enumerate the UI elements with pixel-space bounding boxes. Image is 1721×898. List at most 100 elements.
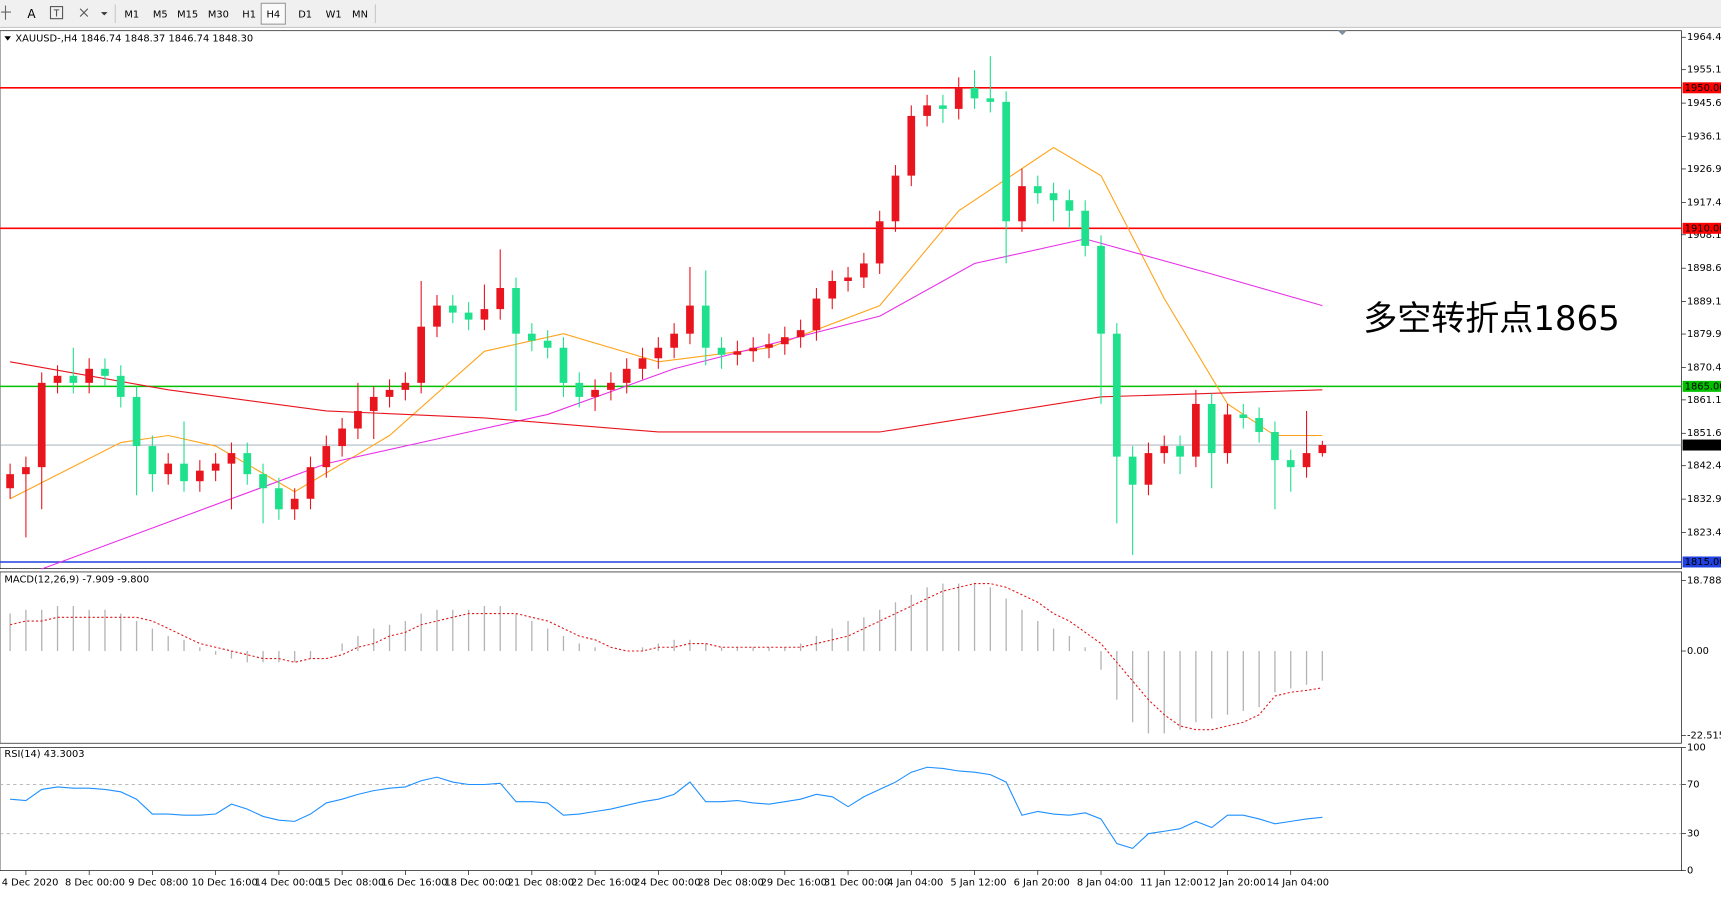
candle-body xyxy=(164,463,173,475)
x-tick-label: 4 Dec 2020 xyxy=(2,878,59,889)
y-tick-label: 0 xyxy=(1687,866,1693,877)
moving-average xyxy=(41,238,1323,570)
candle-body xyxy=(401,382,410,390)
candle-body xyxy=(1192,403,1200,457)
level-label: 1815.00 xyxy=(1685,557,1721,568)
candle-body xyxy=(828,280,837,299)
candle-body xyxy=(1112,333,1121,457)
y-tick-label: 1945.65 xyxy=(1687,98,1721,109)
timeframe-button[interactable]: H1 xyxy=(242,9,256,20)
level-tag xyxy=(1682,380,1721,392)
y-tick-label: -22.515 xyxy=(1687,730,1721,741)
candle-body xyxy=(1176,446,1184,457)
toolbar xyxy=(0,0,1721,28)
y-tick-label: 1823.40 xyxy=(1687,527,1721,538)
candle-body xyxy=(480,309,489,320)
candle-body xyxy=(53,375,62,383)
candle-body xyxy=(132,396,141,447)
timeframe-button[interactable]: M15 xyxy=(177,9,198,20)
level-label: 1848.30 xyxy=(1685,440,1721,451)
candle-body xyxy=(69,375,78,383)
y-tick-label: 18.788 xyxy=(1687,576,1721,587)
y-tick-label: 1889.15 xyxy=(1687,297,1721,308)
y-tick-label: 70 xyxy=(1687,779,1700,790)
candle-body xyxy=(1160,446,1169,454)
candle-body xyxy=(275,488,283,510)
candle-body xyxy=(1239,414,1248,418)
level-tag xyxy=(1682,439,1721,451)
y-tick-label: 100 xyxy=(1687,743,1706,754)
cursor-tool[interactable] xyxy=(1,5,11,20)
x-tick-label: 14 Jan 04:00 xyxy=(1267,878,1329,889)
timeframe-button[interactable]: W1 xyxy=(326,9,342,20)
candle-body xyxy=(796,330,805,338)
timeframe-button[interactable]: D1 xyxy=(298,9,312,20)
y-tick-label: 1898.65 xyxy=(1687,263,1721,274)
x-tick-label: 24 Dec 00:00 xyxy=(634,878,700,889)
x-tick-label: 15 Dec 08:00 xyxy=(318,878,384,889)
x-tick-label: 18 Dec 00:00 xyxy=(444,878,510,889)
candle-body xyxy=(369,396,378,411)
level-tag xyxy=(1682,82,1721,94)
candle-body xyxy=(622,368,631,383)
candle-body xyxy=(527,333,536,341)
candle-body xyxy=(101,368,109,376)
candle-body xyxy=(670,333,678,348)
candle-body xyxy=(1318,445,1327,454)
timeframe-button[interactable]: M1 xyxy=(124,9,139,20)
moving-average xyxy=(10,361,1323,433)
timeframe-button[interactable]: M5 xyxy=(153,9,168,20)
x-tick-label: 6 Jan 20:00 xyxy=(1014,878,1070,889)
x-tick-label: 8 Jan 04:00 xyxy=(1077,878,1133,889)
y-tick-label: 1936.15 xyxy=(1687,131,1721,142)
candle-body xyxy=(464,312,473,320)
active-button[interactable] xyxy=(260,2,286,25)
candle-body xyxy=(116,375,125,397)
signal-line xyxy=(9,583,1323,731)
candle-body xyxy=(180,463,188,482)
candle-body xyxy=(22,467,30,475)
y-tick-label: 1861.15 xyxy=(1687,395,1721,406)
text-tool[interactable]: A xyxy=(27,7,36,21)
x-tick-label: 4 Jan 04:00 xyxy=(887,878,943,889)
x-tick-label: 14 Dec 00:00 xyxy=(255,878,321,889)
candle-body xyxy=(211,463,220,471)
candle-body xyxy=(1018,186,1026,222)
candle-body xyxy=(543,340,552,348)
macd-panel xyxy=(0,571,1682,744)
candle-body xyxy=(354,410,362,429)
candle-body xyxy=(1286,460,1295,468)
shapes-tool[interactable] xyxy=(79,8,108,17)
y-tick-label: 1908.15 xyxy=(1687,230,1721,241)
timeframe-button[interactable]: MN xyxy=(352,9,368,20)
candle-body xyxy=(1144,453,1153,485)
candle-body xyxy=(259,474,267,489)
candle-body xyxy=(701,305,710,348)
candle-body xyxy=(860,263,868,278)
candle-body xyxy=(717,347,726,355)
candle-body xyxy=(939,105,947,109)
level-label: 1950.00 xyxy=(1685,83,1721,94)
candle-body xyxy=(575,382,584,397)
candle-body xyxy=(385,389,394,397)
candle-body xyxy=(195,470,204,482)
y-tick-label: 1870.40 xyxy=(1687,362,1721,373)
main-panel xyxy=(0,30,1682,569)
candle-body xyxy=(1302,453,1311,468)
x-tick-label: 31 Dec 00:00 xyxy=(824,878,890,889)
timeframe-button[interactable]: H4 xyxy=(266,9,280,20)
candle-body xyxy=(322,446,331,468)
candle-body xyxy=(148,446,157,475)
candle-body xyxy=(417,326,426,383)
label-tool[interactable] xyxy=(49,6,64,20)
x-tick-label: 22 Dec 16:00 xyxy=(571,878,637,889)
y-tick-label: 1879.90 xyxy=(1687,329,1721,340)
moving-average xyxy=(9,146,1323,500)
rsi-header: RSI(14) 43.3003 xyxy=(4,749,84,760)
timeframe-button[interactable]: M30 xyxy=(208,9,229,20)
candle-body xyxy=(780,337,789,345)
candle-body xyxy=(923,105,931,116)
